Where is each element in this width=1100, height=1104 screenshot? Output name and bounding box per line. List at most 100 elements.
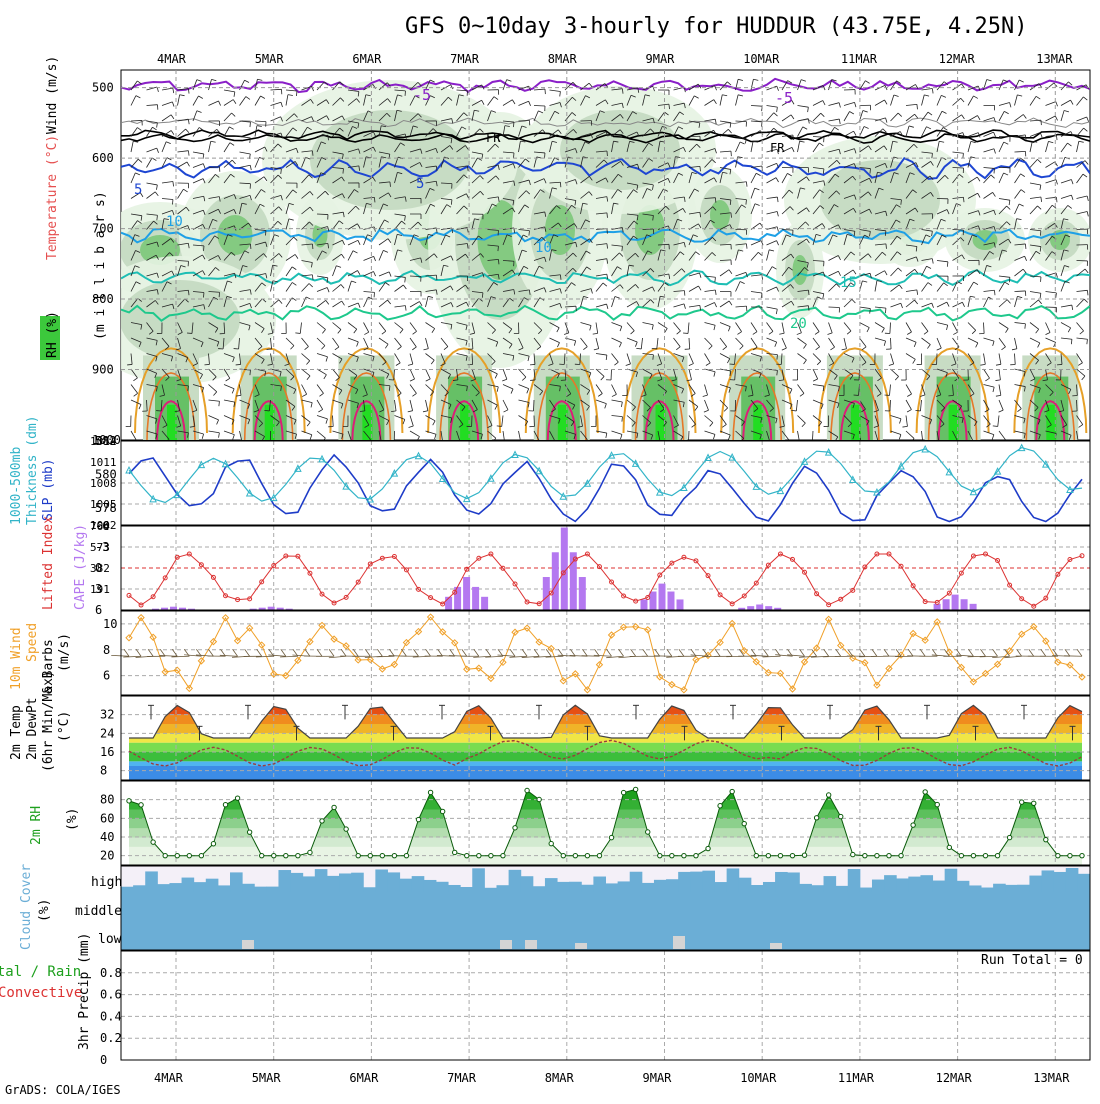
wind-barb-flag [530,380,535,381]
wind10-barb-flag [607,649,612,656]
rh2m-tick-label: 60 [100,811,114,825]
rh2m-tick-label: 80 [100,793,114,807]
wind10-barb-flag [1017,649,1022,656]
wind-barb-flag [1040,231,1041,236]
wind-barb [147,447,157,452]
top-date-label: 4MAR [157,52,187,66]
cloud-high-bar [1078,874,1091,892]
temp-band [121,696,1090,705]
rh-2m-marker [995,853,999,857]
wind-barb-flag [529,231,530,236]
wind-barb-flag [1073,442,1078,443]
wind-barb-flag [420,448,421,453]
rh-2m-marker [175,853,179,857]
wind-barb-flag [376,442,381,443]
wind-barb-flag [438,442,443,443]
precip-tick-label: 0.6 [100,988,122,1002]
rh-2m-marker [272,853,276,857]
rh-band [121,837,1090,847]
wind10-barb-flag [715,649,720,656]
wind-barb-flag [1087,290,1088,295]
wind-barb-flag [442,456,446,458]
cape-tick-label: 191 [90,583,110,596]
cape-bar [961,599,968,610]
wind-barb [193,447,202,453]
rh-2m-marker [597,853,601,857]
slp-tick-label: 1011 [90,456,117,469]
cloud-high-bar [581,885,594,892]
wind10-barb-flag [233,649,238,656]
cape-bar [659,584,666,610]
wind-barb-flag [696,452,698,456]
wind-barb-flag [295,333,300,334]
cloud-low-bar [525,940,537,949]
cape-bar [481,597,488,610]
rh-2m-marker [489,853,493,857]
cloud-high-bar [194,882,207,892]
slp-ylabel-c: SLP (mb) [41,458,56,521]
wind-barb [643,229,654,230]
rh-2m-marker [211,842,215,846]
cloud-high-bar [751,885,764,892]
wind-barb-flag [1025,324,1026,329]
rh-2m-marker [1007,835,1011,839]
cloud-high-bar [896,878,909,892]
cloud-high-bar [400,879,413,892]
top-date-label: 9MAR [646,52,676,66]
temp-band [121,724,1090,733]
wind-barb-flag [347,441,352,443]
rh-blob-mid [820,160,940,240]
cloud-high-bar [606,883,619,892]
wind-barb [736,447,747,450]
wind-barb-flag [312,151,313,156]
wind-barb-flag [1003,454,1007,458]
cloud-high-bar [242,884,255,892]
top-date-label: 7MAR [450,52,480,66]
wind-barb-flag [889,457,894,459]
wind-barb-flag [276,454,279,458]
wind-barb [255,447,266,448]
temp-tick-label: 24 [100,726,114,740]
rh-2m-marker [899,853,903,857]
wind-barb-flag [219,401,220,406]
wind-barb-flag [885,308,886,313]
slp-series-line [129,455,1082,522]
cloud-high-bar [1005,885,1018,892]
wind10-barb-flag [522,649,527,656]
wind10-barb-flag [414,649,419,656]
wind-barb-flag [236,364,241,365]
wind10-barb-flag [510,649,515,656]
cloud-high-bar [375,869,388,892]
wind-barb-flag [934,442,939,443]
rh-blob-dark [793,255,808,285]
cloud-high-bar [727,868,740,892]
wind-barb-flag [199,453,202,457]
wind-barb [751,447,759,455]
temp-ylabel-c: (6hr Min/Max) [41,670,56,772]
rh-2m-marker [404,853,408,857]
cloud-high-bar [945,869,958,892]
rh-2m-marker [428,790,432,794]
cloud-high-bar [957,881,970,892]
wind-barb-flag [423,457,428,458]
rh-2m-marker [501,853,505,857]
wind-barb [798,447,808,451]
cloud-level-high: high [91,875,122,890]
rh-2m-marker [585,853,589,857]
wind10-barb-flag [172,649,177,656]
wind-barb-flag [361,457,366,458]
rh2m-tick-label: 20 [100,849,114,863]
bottom-date-label: 10MAR [740,1071,777,1085]
wind-barb-flag [219,448,220,453]
rh-2m-marker [875,853,879,857]
wind-barb-flag [289,455,293,458]
wind-barb-flag [328,135,329,140]
cloud-high-bar [993,884,1006,892]
temp-tick-label: 16 [100,745,114,759]
upper-label-frb: FR [770,141,785,155]
rh-2m-marker [1056,853,1060,857]
wind-barb [302,447,306,457]
rh-2m-marker [670,853,674,857]
cloud-high-bar [569,882,582,892]
